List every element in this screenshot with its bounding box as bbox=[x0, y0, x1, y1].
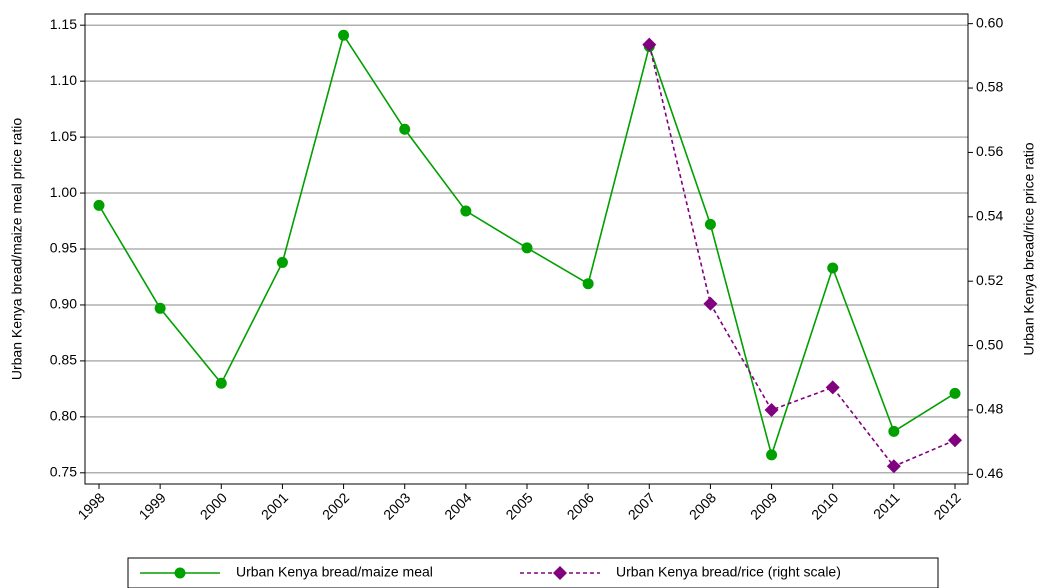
data-point bbox=[704, 218, 716, 230]
data-point bbox=[521, 242, 533, 254]
y-tick-label: 0.80 bbox=[50, 408, 77, 424]
data-point bbox=[399, 123, 411, 135]
y2-tick-label: 0.60 bbox=[976, 14, 1003, 30]
y2-tick-label: 0.50 bbox=[976, 336, 1003, 352]
data-point bbox=[338, 29, 350, 41]
y-tick-label: 0.75 bbox=[50, 464, 77, 480]
y-axis-title: Urban Kenya bread/maize meal price ratio bbox=[9, 118, 25, 380]
y2-tick-label: 0.48 bbox=[976, 401, 1003, 417]
y2-axis-title: Urban Kenya bread/rice price ratio bbox=[1021, 142, 1037, 355]
y2-tick-label: 0.46 bbox=[976, 465, 1003, 481]
data-point bbox=[460, 205, 472, 217]
data-point bbox=[888, 425, 900, 437]
y-tick-label: 1.05 bbox=[50, 128, 77, 144]
legend-label: Urban Kenya bread/rice (right scale) bbox=[616, 564, 841, 580]
data-point bbox=[766, 449, 778, 461]
y-tick-label: 0.85 bbox=[50, 352, 77, 368]
y2-tick-label: 0.54 bbox=[976, 208, 1003, 224]
legend-marker bbox=[174, 567, 186, 579]
legend-marker bbox=[553, 566, 567, 580]
y-tick-label: 1.00 bbox=[50, 184, 77, 200]
legend-label: Urban Kenya bread/maize meal bbox=[236, 564, 433, 580]
data-point bbox=[582, 278, 594, 290]
data-point bbox=[764, 402, 779, 417]
y-tick-label: 1.15 bbox=[50, 16, 77, 32]
data-point bbox=[949, 387, 961, 399]
y2-tick-label: 0.52 bbox=[976, 272, 1003, 288]
data-point bbox=[93, 199, 105, 211]
legend-box bbox=[127, 557, 939, 588]
data-point bbox=[276, 256, 288, 268]
y-tick-label: 1.10 bbox=[50, 72, 77, 88]
data-point bbox=[703, 296, 718, 311]
data-point bbox=[825, 380, 840, 395]
data-point bbox=[886, 459, 901, 474]
y2-tick-label: 0.56 bbox=[976, 143, 1003, 159]
y-tick-label: 0.95 bbox=[50, 240, 77, 256]
data-point bbox=[642, 37, 657, 52]
series-line bbox=[648, 44, 956, 468]
data-point bbox=[154, 302, 166, 314]
y2-tick-label: 0.58 bbox=[976, 79, 1003, 95]
y-tick-label: 0.90 bbox=[50, 296, 77, 312]
data-point bbox=[948, 433, 962, 448]
data-point bbox=[827, 262, 839, 274]
data-point bbox=[215, 377, 227, 389]
